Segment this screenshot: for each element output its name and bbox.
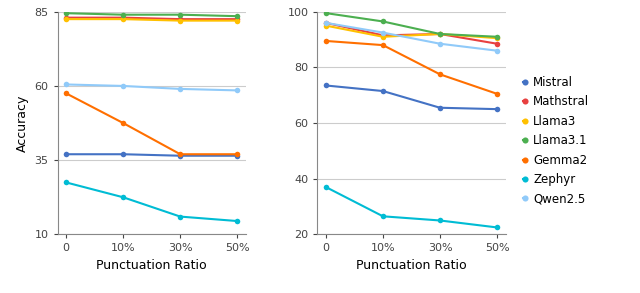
Llama3 (493, 36, 501, 40)
Gemma2 (436, 73, 444, 76)
Mathstral (493, 42, 501, 45)
Llama3.1 (322, 11, 330, 15)
Zephyr (322, 185, 330, 189)
Gemma2 (322, 39, 330, 43)
Mathstral (379, 34, 387, 37)
Qwen2.5 (493, 49, 501, 52)
Gemma2 (379, 43, 387, 47)
Mistral (379, 89, 387, 93)
Line: Gemma2: Gemma2 (323, 38, 500, 97)
Zephyr (436, 219, 444, 222)
X-axis label: Punctuation Ratio: Punctuation Ratio (356, 259, 467, 272)
Line: Llama3.1: Llama3.1 (323, 10, 500, 40)
Line: Mathstral: Mathstral (323, 20, 500, 47)
Qwen2.5 (436, 42, 444, 45)
Llama3 (322, 24, 330, 27)
Llama3 (379, 35, 387, 39)
Line: Qwen2.5: Qwen2.5 (323, 20, 500, 53)
Llama3.1 (436, 32, 444, 36)
Zephyr (379, 214, 387, 218)
Mistral (493, 107, 501, 111)
Llama3.1 (379, 20, 387, 23)
Llama3.1 (493, 35, 501, 39)
Mistral (322, 84, 330, 87)
Mathstral (322, 21, 330, 25)
X-axis label: Punctuation Ratio: Punctuation Ratio (97, 259, 207, 272)
Qwen2.5 (322, 21, 330, 25)
Line: Llama3: Llama3 (323, 23, 500, 41)
Gemma2 (493, 92, 501, 96)
Llama3 (436, 32, 444, 36)
Y-axis label: Accuracy: Accuracy (16, 94, 29, 152)
Zephyr (493, 226, 501, 229)
Mistral (436, 106, 444, 110)
Line: Zephyr: Zephyr (323, 184, 500, 230)
Legend: Mistral, Mathstral, Llama3, Llama3.1, Gemma2, Zephyr, Qwen2.5: Mistral, Mathstral, Llama3, Llama3.1, Ge… (518, 71, 594, 210)
Mathstral (436, 32, 444, 36)
Qwen2.5 (379, 31, 387, 34)
Line: Mistral: Mistral (323, 83, 500, 112)
